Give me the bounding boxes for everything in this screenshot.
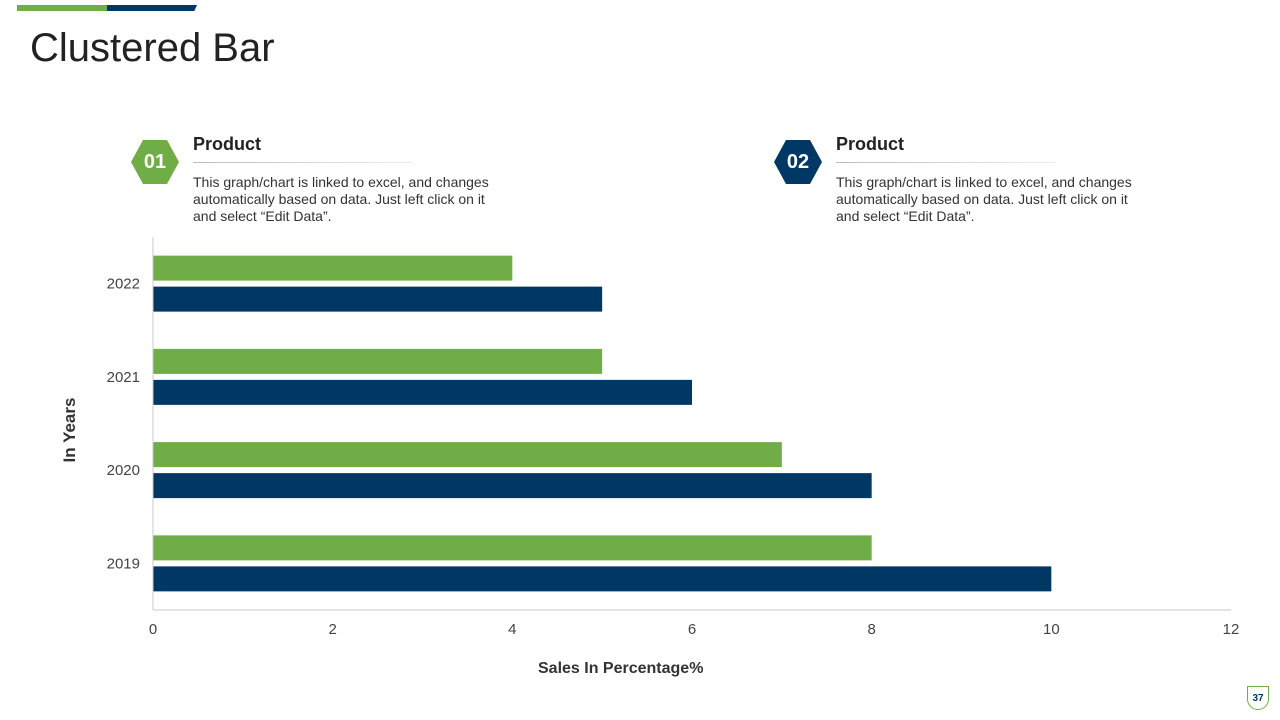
legend-description-2: This graph/chart is linked to excel, and…: [836, 174, 1132, 224]
legend-divider-2: [836, 162, 1056, 163]
x-tick-label-12: 12: [1223, 621, 1240, 638]
bar-2022-series-2: [153, 286, 603, 312]
y-tick-label-2020: 2020: [107, 462, 140, 479]
y-tick-label-2019: 2019: [107, 555, 140, 572]
x-tick-label-4: 4: [508, 621, 516, 638]
x-tick-label-8: 8: [867, 621, 875, 638]
legend-item-2: 02 Product This graph/chart is linked to…: [774, 132, 1134, 232]
page-number-badge: 37: [1247, 686, 1269, 710]
bar-2019-series-2: [153, 566, 1052, 592]
y-tick-label-2022: 2022: [107, 276, 140, 293]
y-tick-label-2021: 2021: [107, 369, 140, 386]
bar-2019-series-1: [153, 535, 872, 561]
page-title: Clustered Bar: [30, 26, 275, 70]
x-tick-label-6: 6: [688, 621, 696, 638]
legend-heading-2: Product: [836, 134, 905, 154]
top-accent-green: [17, 5, 109, 11]
legend-heading-1: Product: [193, 134, 262, 154]
x-tick-label-10: 10: [1043, 621, 1060, 638]
x-tick-label-0: 0: [149, 621, 157, 638]
legend-divider-1: [193, 162, 413, 163]
bar-2021-series-1: [153, 348, 603, 374]
legend-description-1: This graph/chart is linked to excel, and…: [193, 174, 489, 224]
legend-item-1: 01 Product This graph/chart is linked to…: [131, 132, 491, 232]
x-tick-label-2: 2: [328, 621, 336, 638]
y-axis-title: In Years: [60, 397, 79, 463]
x-axis-title: Sales In Percentage%: [538, 660, 704, 677]
bar-2022-series-1: [153, 255, 513, 281]
bar-2021-series-2: [153, 379, 692, 405]
bar-2020-series-1: [153, 442, 782, 468]
bar-2020-series-2: [153, 473, 872, 499]
top-accent-blue: [107, 5, 197, 11]
